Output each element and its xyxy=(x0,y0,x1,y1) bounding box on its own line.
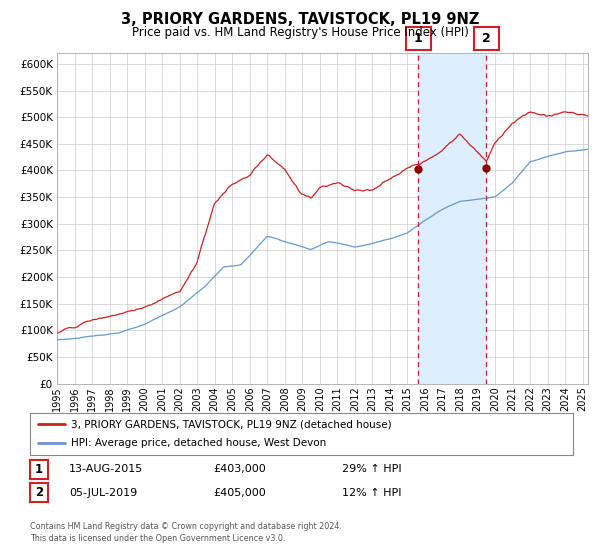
Text: 13-AUG-2015: 13-AUG-2015 xyxy=(69,464,143,474)
Text: 05-JUL-2019: 05-JUL-2019 xyxy=(69,488,137,498)
Text: 3, PRIORY GARDENS, TAVISTOCK, PL19 9NZ: 3, PRIORY GARDENS, TAVISTOCK, PL19 9NZ xyxy=(121,12,479,27)
Bar xyxy=(418,53,487,384)
Text: 2: 2 xyxy=(482,32,491,45)
Text: 2: 2 xyxy=(35,486,43,500)
Text: 12% ↑ HPI: 12% ↑ HPI xyxy=(342,488,401,498)
Text: 1: 1 xyxy=(414,32,422,45)
Text: 3, PRIORY GARDENS, TAVISTOCK, PL19 9NZ (detached house): 3, PRIORY GARDENS, TAVISTOCK, PL19 9NZ (… xyxy=(71,419,391,429)
Text: £403,000: £403,000 xyxy=(213,464,266,474)
Text: £405,000: £405,000 xyxy=(213,488,266,498)
Text: 29% ↑ HPI: 29% ↑ HPI xyxy=(342,464,401,474)
Text: Contains HM Land Registry data © Crown copyright and database right 2024.
This d: Contains HM Land Registry data © Crown c… xyxy=(30,522,342,543)
Text: HPI: Average price, detached house, West Devon: HPI: Average price, detached house, West… xyxy=(71,438,326,449)
Text: 1: 1 xyxy=(35,463,43,476)
Text: Price paid vs. HM Land Registry's House Price Index (HPI): Price paid vs. HM Land Registry's House … xyxy=(131,26,469,39)
